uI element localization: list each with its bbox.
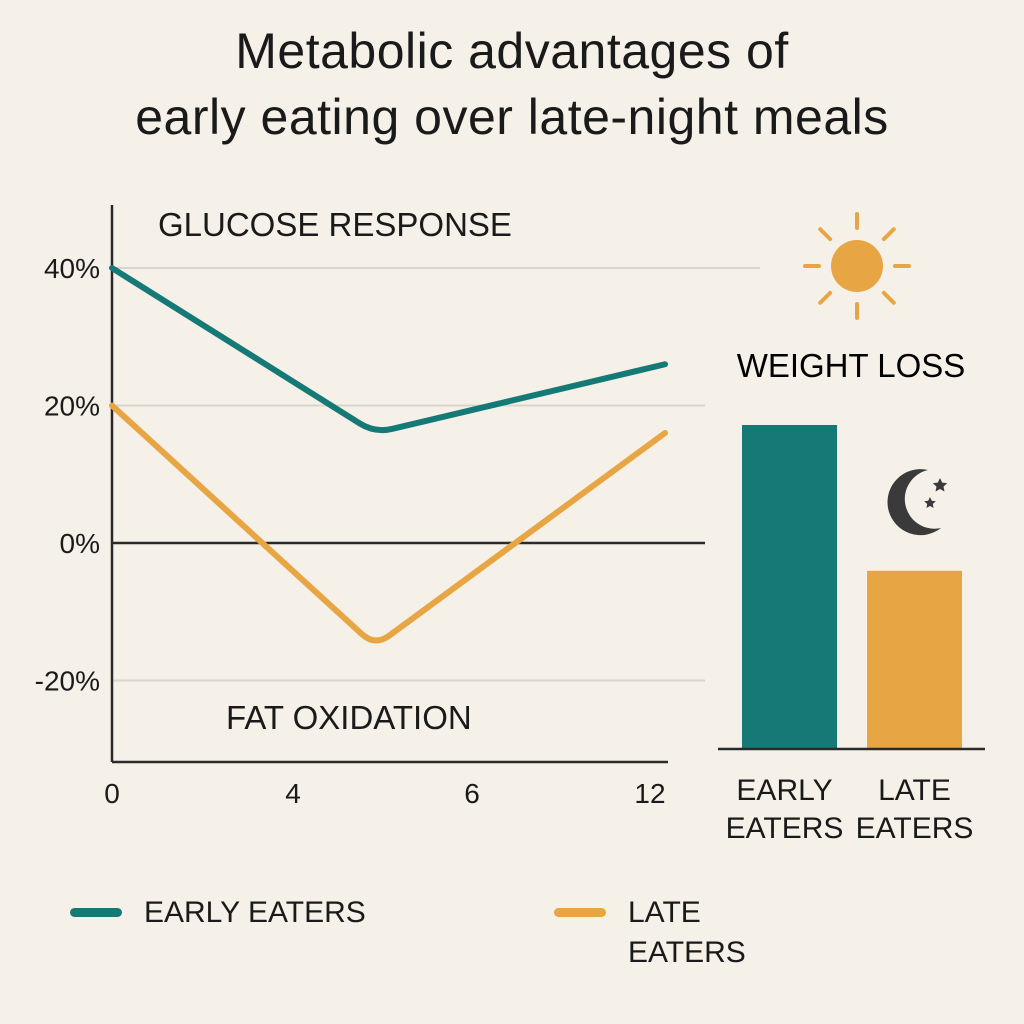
bar-category-label: EATERS — [856, 812, 974, 845]
x-tick-label: 0 — [104, 778, 120, 809]
moon-stars-icon — [887, 469, 948, 536]
legend-swatch-early — [70, 908, 122, 917]
bar-category-label: EATERS — [726, 812, 844, 845]
chart-title: Metabolic advantages of early eating ove… — [0, 18, 1024, 150]
y-tick-label: 0% — [60, 528, 100, 559]
x-tick-label: 12 — [634, 778, 665, 809]
legend-item-early: EARLY EATERS — [70, 893, 366, 933]
legend-label-late-line-2: EATERS — [628, 936, 746, 969]
bar-chart-title: WEIGHT LOSS — [737, 347, 966, 384]
legend-label-early: EARLY EATERS — [144, 896, 366, 929]
legend-label-late-line-1: LATE — [628, 896, 701, 929]
legend-item-late: LATE EATERS — [554, 893, 746, 973]
glucose-line-chart: 40% 20% 0% -20% 0 4 6 12 GLUCOSE RESPONSE FAT … — [35, 205, 760, 809]
bar-early — [742, 425, 837, 749]
bar-late — [867, 570, 962, 749]
y-tick-label: 20% — [44, 391, 100, 422]
annotation-glucose-response: GLUCOSE RESPONSE — [158, 206, 512, 243]
bar-category-label: EARLY — [736, 774, 832, 807]
bar-category-label: LATE — [878, 774, 951, 807]
sun-ray — [818, 227, 833, 242]
sun-ray — [881, 227, 896, 242]
sun-ray — [818, 290, 833, 305]
title-line-1: Metabolic advantages of — [235, 23, 789, 79]
sun-icon — [803, 212, 911, 320]
x-tick-label: 6 — [464, 778, 480, 809]
title-line-2: early eating over late-night meals — [135, 89, 889, 145]
y-tick-label: 40% — [44, 253, 100, 284]
series-line-late — [109, 402, 668, 644]
y-tick-label: -20% — [35, 666, 100, 697]
weight-loss-bar-chart: WEIGHT LOSS EARLY EATERS LATE EATERS — [718, 212, 985, 845]
x-tick-label: 4 — [285, 778, 301, 809]
series-line-early — [109, 265, 668, 434]
legend-swatch-late — [554, 908, 606, 917]
annotation-fat-oxidation: FAT OXIDATION — [226, 699, 472, 736]
sun-ray — [881, 290, 896, 305]
